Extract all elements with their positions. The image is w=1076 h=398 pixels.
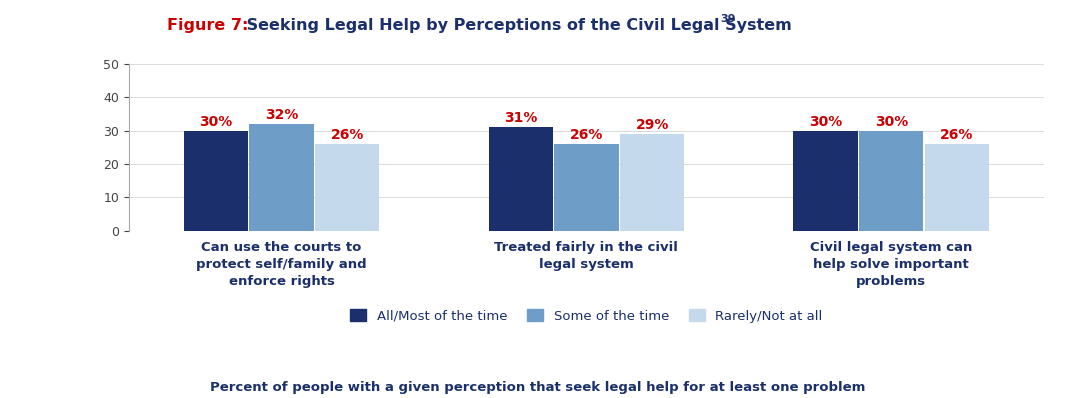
Bar [250, 124, 314, 231]
Text: 31%: 31% [504, 111, 537, 125]
Text: 30%: 30% [199, 115, 232, 129]
Text: 39: 39 [720, 14, 735, 24]
Text: 32%: 32% [265, 108, 298, 122]
Text: 30%: 30% [875, 115, 908, 129]
Bar [554, 144, 619, 231]
Bar [315, 144, 380, 231]
Bar [489, 127, 553, 231]
Text: 30%: 30% [809, 115, 843, 129]
Legend: All/Most of the time, Some of the time, Rarely/Not at all: All/Most of the time, Some of the time, … [345, 304, 827, 328]
Text: 26%: 26% [569, 128, 604, 142]
Bar [184, 131, 249, 231]
Text: 26%: 26% [940, 128, 974, 142]
Text: 26%: 26% [330, 128, 364, 142]
Text: Percent of people with a given perception that seek legal help for at least one : Percent of people with a given perceptio… [210, 381, 866, 394]
Text: 29%: 29% [636, 118, 669, 132]
Bar [620, 134, 684, 231]
Bar [793, 131, 858, 231]
Text: Seeking Legal Help by Perceptions of the Civil Legal System: Seeking Legal Help by Perceptions of the… [241, 18, 792, 33]
Text: Figure 7:: Figure 7: [167, 18, 249, 33]
Bar [859, 131, 923, 231]
Bar [924, 144, 989, 231]
